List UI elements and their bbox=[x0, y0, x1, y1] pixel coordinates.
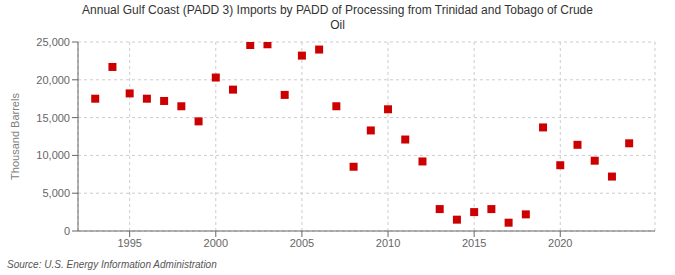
svg-text:2015: 2015 bbox=[462, 237, 486, 249]
svg-text:2020: 2020 bbox=[548, 237, 572, 249]
html-text:Annual Gulf Coast (PADD 3) Imp: Annual Gulf Coast (PADD 3) Imports by PA… bbox=[82, 3, 593, 17]
svg-text:15,000: 15,000 bbox=[36, 112, 70, 124]
html-text:Oil: Oil bbox=[330, 18, 345, 32]
svg-text:1995: 1995 bbox=[117, 237, 141, 249]
svg-text:2005: 2005 bbox=[290, 237, 314, 249]
html-text:Source: U.S. Energy Informatio: Source: U.S. Energy Information Administ… bbox=[7, 259, 217, 270]
svg-text:20,000: 20,000 bbox=[36, 74, 70, 86]
svg-text:5,000: 5,000 bbox=[42, 187, 70, 199]
svg-text:Thousand Barrels: Thousand Barrels bbox=[9, 93, 21, 180]
svg-text:2010: 2010 bbox=[376, 237, 400, 249]
svg-text:0: 0 bbox=[64, 225, 70, 237]
svg-text:25,000: 25,000 bbox=[36, 36, 70, 48]
svg-text:10,000: 10,000 bbox=[36, 149, 70, 161]
svg-text:2000: 2000 bbox=[204, 237, 228, 249]
